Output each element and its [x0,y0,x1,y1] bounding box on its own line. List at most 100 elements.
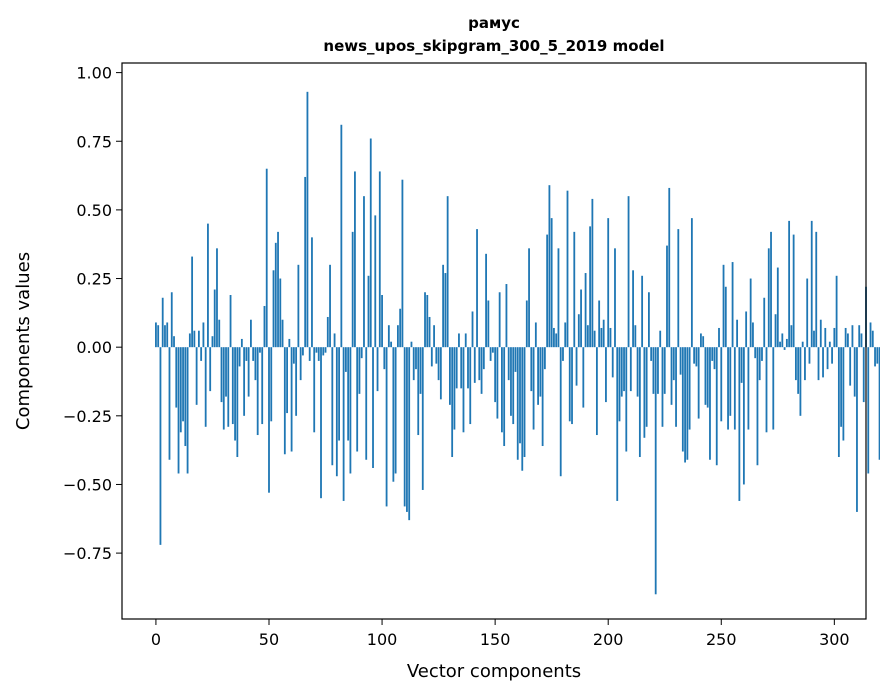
bar-component-287 [804,347,806,381]
bar-component-7 [170,292,173,348]
bar-component-138 [467,347,469,389]
bar-component-167 [532,347,535,430]
bar-component-80 [335,347,338,477]
bar-component-242 [702,336,705,348]
bar-component-157 [510,347,512,416]
bar-component-4 [164,325,166,348]
bar-component-200 [607,218,610,348]
bar-component-181 [564,322,567,348]
bar-component-84 [344,347,347,372]
bar-component-250 [720,347,723,422]
bar-component-280 [788,220,791,348]
bar-component-283 [794,347,797,381]
bar-component-278 [783,347,786,350]
bar-component-193 [591,198,594,348]
bar-component-201 [609,327,612,348]
bar-component-118 [421,347,424,490]
bar-component-302 [837,347,840,458]
bar-component-220 [652,347,655,394]
bar-component-305 [844,327,847,348]
y-tick-label-5: −0.25 [63,407,112,426]
bar-component-209 [627,196,630,348]
bar-component-96 [372,347,374,468]
bar-component-151 [496,347,499,419]
bar-component-205 [618,347,621,422]
bar-component-290 [810,220,813,348]
bar-component-176 [553,327,555,348]
bar-component-224 [661,347,664,427]
bar-component-115 [415,347,417,370]
bar-component-101 [383,347,386,370]
bar-component-244 [706,347,709,408]
bar-component-240 [697,347,700,419]
bar-component-298 [828,341,831,348]
bar-component-91 [360,347,363,359]
bar-component-180 [562,347,564,361]
bar-component-104 [390,341,393,348]
bar-component-14 [186,347,189,474]
bar-component-70 [313,347,316,433]
y-tick-label-6: −0.50 [63,475,112,494]
bar-component-76 [326,316,329,348]
bar-component-133 [455,347,458,389]
bar-component-86 [349,347,352,474]
x-tick-label-100: 100 [367,630,398,649]
bar-component-315 [867,347,870,474]
bar-component-173 [546,234,549,348]
bar-component-103 [387,325,390,348]
bar-component-241 [700,333,702,348]
bar-component-43 [252,347,255,361]
bar-component-257 [736,319,739,348]
bar-component-49 [265,168,268,348]
bar-component-19 [197,330,200,348]
bar-component-172 [543,347,546,370]
bar-component-36 [236,347,239,458]
bar-component-232 [679,347,682,375]
bar-component-162 [521,347,524,471]
bar-component-60 [290,347,293,452]
bar-component-199 [605,347,607,403]
bar-component-65 [302,347,304,356]
bar-component-112 [408,347,411,521]
bar-component-16 [191,256,194,348]
bar-component-51 [270,347,273,422]
bar-component-285 [799,347,802,416]
bar-component-261 [745,311,748,348]
bar-component-98 [376,347,379,392]
chart-title-line-1: рамус [468,14,520,32]
bar-component-83 [342,347,345,501]
y-tick-label-7: −0.75 [63,544,112,563]
bar-component-140 [471,311,474,348]
bar-component-291 [813,330,815,348]
x-tick-label-300: 300 [819,630,850,649]
bar-component-268 [761,347,763,361]
bar-component-316 [869,322,872,348]
bar-component-44 [254,347,257,381]
bar-component-73 [320,347,322,499]
bar-component-274 [774,314,777,348]
bar-component-32 [227,347,230,427]
bar-component-289 [808,347,811,364]
bar-component-319 [876,347,879,364]
plot-frame [121,62,867,620]
bar-component-211 [632,270,634,348]
bar-component-139 [469,347,472,425]
bar-component-99 [378,171,381,348]
bar-component-31 [225,347,227,397]
bar-component-12 [182,347,184,422]
bar-component-247 [713,347,716,370]
bar-component-206 [620,347,623,397]
bar-component-303 [840,347,843,427]
y-tick-label-4: 0.00 [76,338,112,357]
bar-component-158 [512,347,515,425]
bar-component-249 [718,327,720,348]
bar-component-145 [482,347,485,370]
bar-component-253 [727,347,729,430]
bar-component-310 [856,347,858,512]
bar-component-297 [826,347,829,370]
x-axis-ticks: 0 50 100 150 200 250 300 [151,619,850,649]
bar-component-175 [550,218,553,348]
bar-component-179 [559,347,562,477]
bar-component-9 [175,347,178,408]
bar-component-198 [602,319,605,348]
